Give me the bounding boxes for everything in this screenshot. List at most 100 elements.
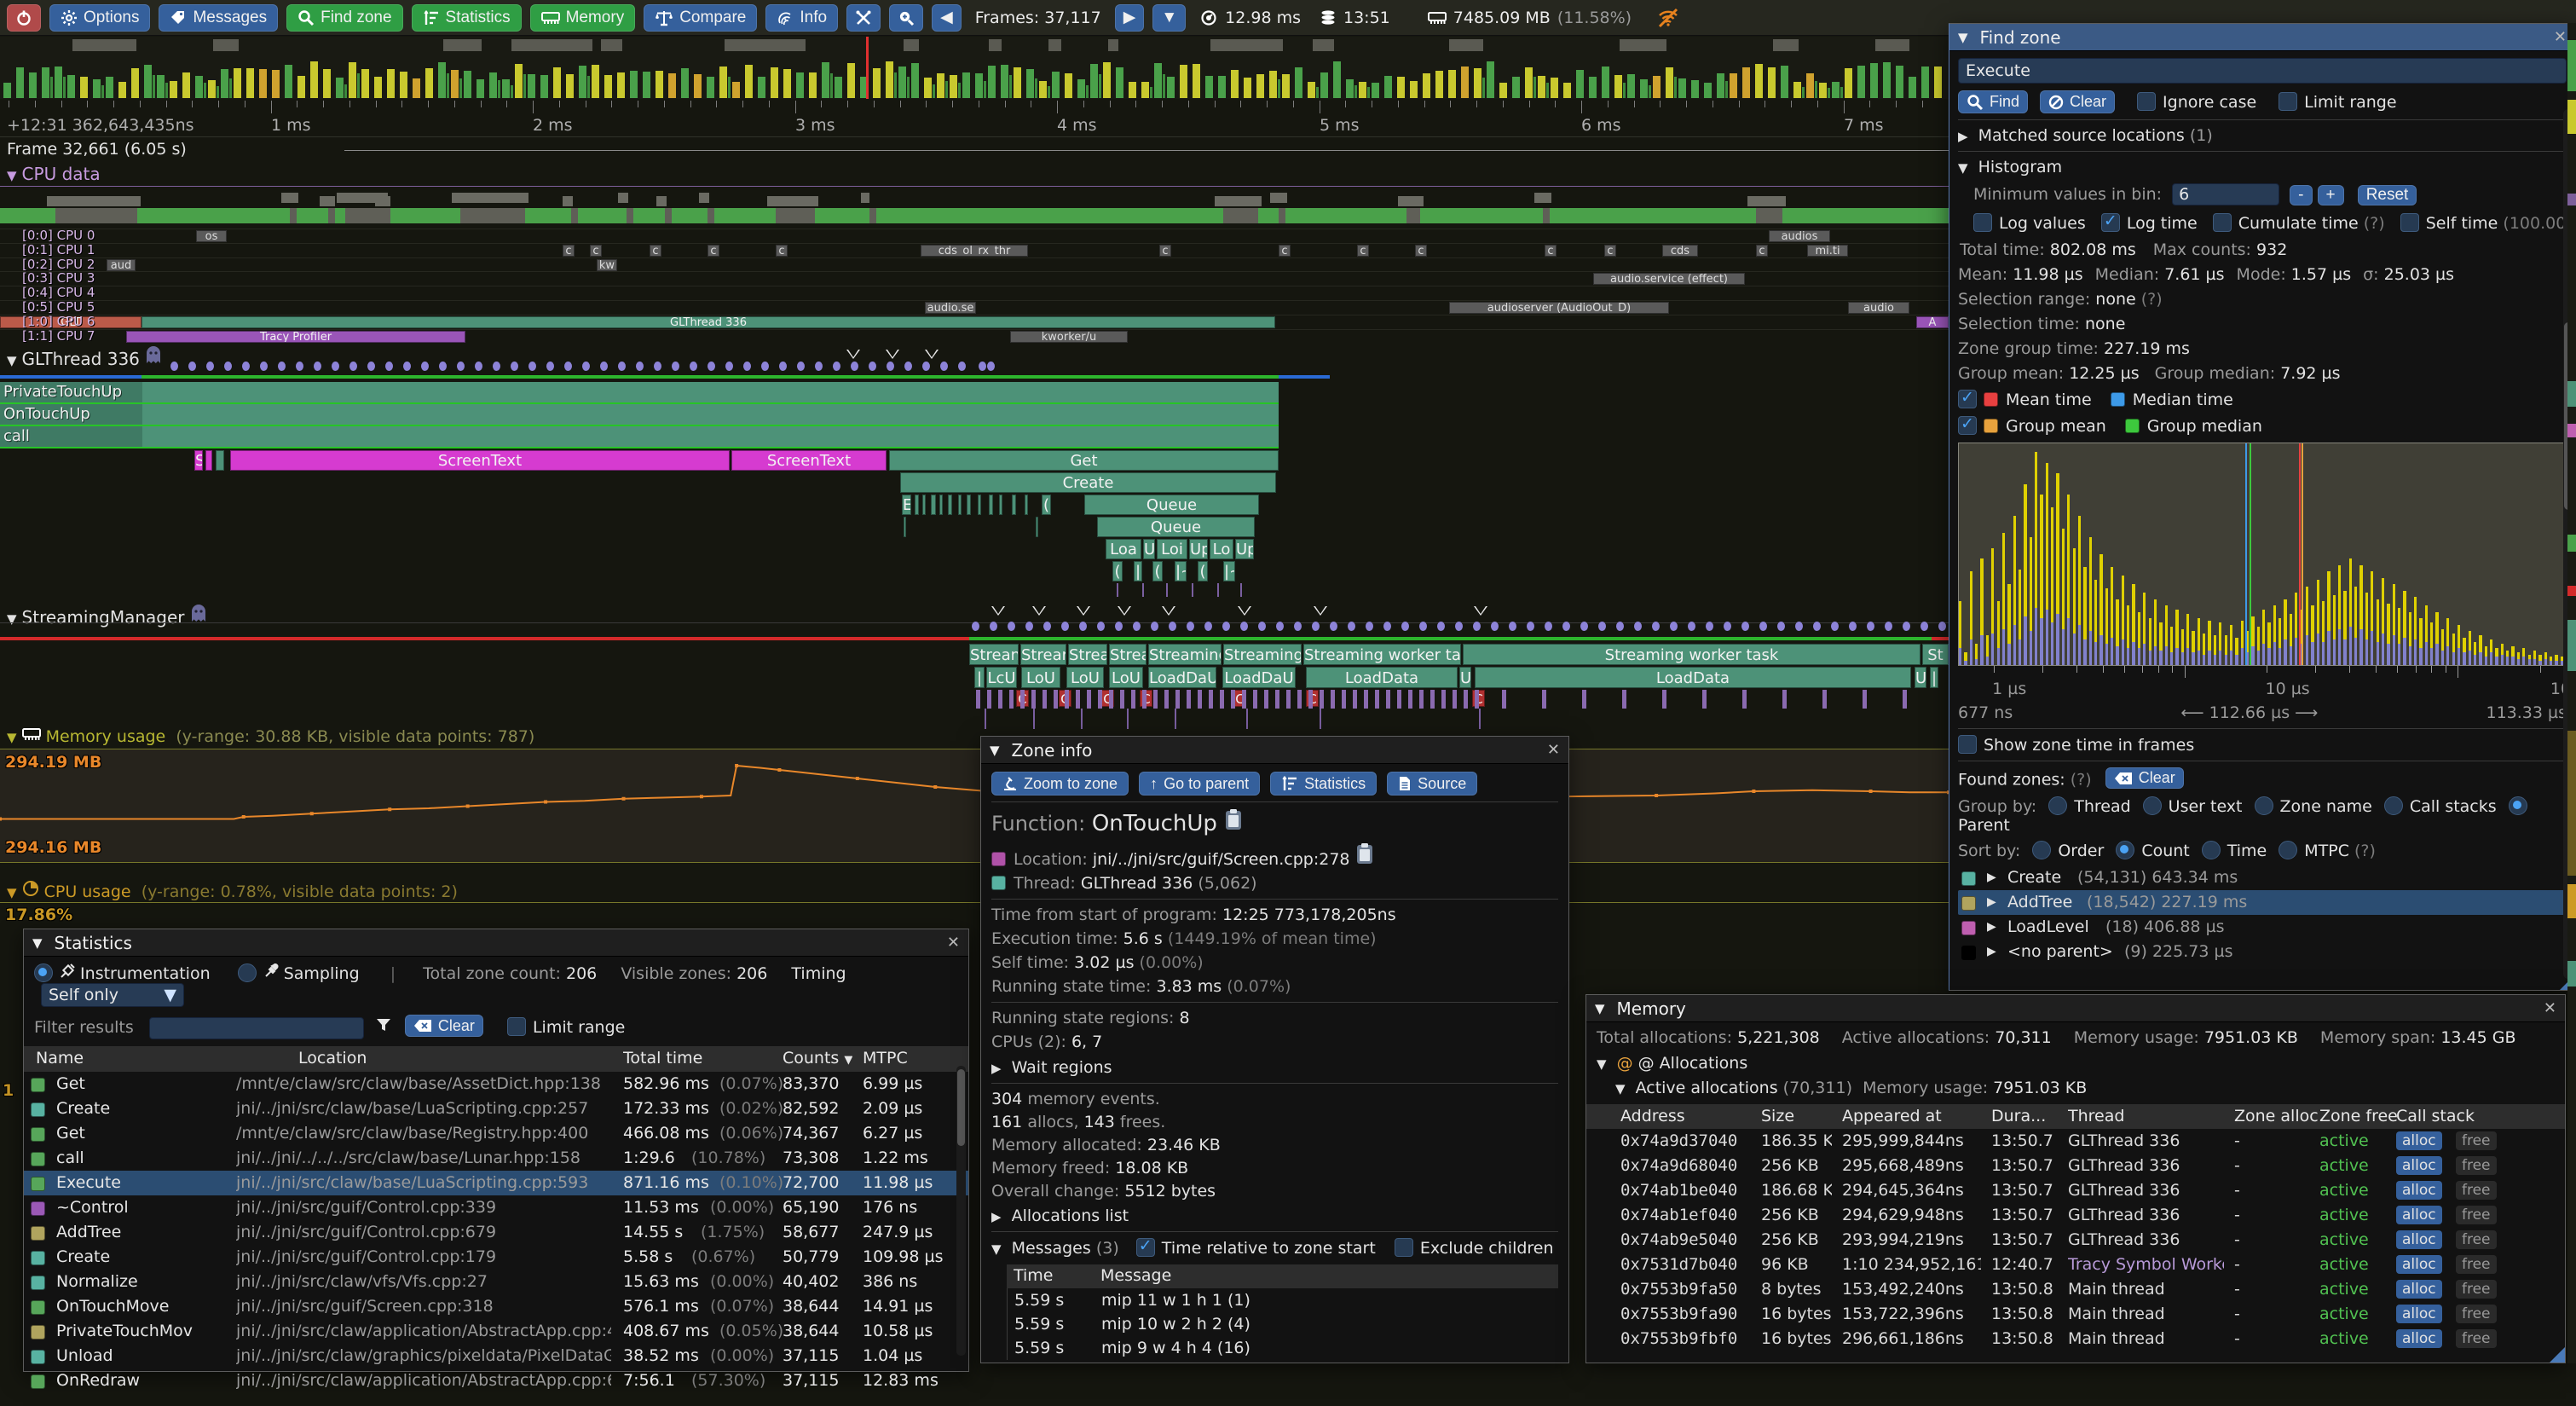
timeline-zone[interactable]: Create <box>900 472 1276 493</box>
show-zone-time-checkbox[interactable]: Show zone time in frames <box>1958 735 2567 755</box>
glthread-track[interactable]: PrivateTouchUp OnTouchUp call S ScreenTextSc… <box>0 344 1949 600</box>
cpu-zone[interactable]: c <box>1159 244 1171 257</box>
cpu-zone[interactable]: c <box>708 244 719 257</box>
lock-zone[interactable] <box>1087 690 1091 709</box>
message-marker[interactable] <box>1162 606 1175 616</box>
alloc-callstack-button[interactable]: alloc <box>2396 1255 2442 1274</box>
memory-titlebar[interactable]: ▼ Memory ✕ <box>1586 995 2565 1022</box>
sample-dot[interactable] <box>1330 622 1337 631</box>
next-frame-button[interactable]: ▶ <box>1114 3 1145 32</box>
found-zone-group[interactable]: ▶ LoadLevel (18) 406.88 µs <box>1958 915 2567 940</box>
allocation-row[interactable]: 0x7553b9fbf0 16 bytes 296,661,186ns 13:50.8… <box>1586 1327 2565 1351</box>
sample-dot[interactable] <box>1187 622 1194 631</box>
lock-zone[interactable] <box>1475 690 1479 709</box>
timeline-zone[interactable]: Queue <box>1097 517 1255 537</box>
legend-item-group-median[interactable]: Group median <box>2124 417 2262 436</box>
free-callstack-button[interactable]: free <box>2456 1329 2497 1348</box>
sample-dot[interactable] <box>797 362 805 371</box>
sample-dot[interactable] <box>1115 622 1123 631</box>
cpu-zone[interactable]: c <box>1604 244 1616 257</box>
sample-dot[interactable] <box>1294 622 1302 631</box>
table-row[interactable]: PrivateTouchMove jni/../jni/src/claw/appl… <box>24 1319 968 1344</box>
histogram-expander[interactable]: ▼ Histogram <box>1958 158 2063 176</box>
table-row[interactable]: call jni/../jni/../../../src/claw/base/Lu… <box>24 1146 968 1171</box>
lock-zone[interactable] <box>1209 690 1213 709</box>
sample-dot[interactable] <box>1348 622 1355 631</box>
sample-dot[interactable] <box>990 622 997 631</box>
time-relative-checkbox[interactable]: Time relative to zone start <box>1135 1236 1376 1258</box>
lock-zone[interactable] <box>1702 690 1707 709</box>
sample-dot[interactable] <box>1777 622 1785 631</box>
lock-zone[interactable] <box>1142 690 1146 709</box>
sample-dot[interactable] <box>618 362 626 371</box>
info-button[interactable]: Info <box>765 3 839 32</box>
lock-zone[interactable] <box>1297 690 1302 709</box>
ignore-case-checkbox[interactable]: Ignore case <box>2137 92 2256 112</box>
memory-col-6[interactable]: Zone free <box>2319 1107 2398 1125</box>
lock-zone[interactable] <box>1242 690 1246 709</box>
lock-zone[interactable] <box>1782 690 1787 709</box>
lock-zone[interactable] <box>1582 690 1586 709</box>
cpu-zone[interactable]: aud <box>107 258 136 271</box>
timeline-zone[interactable]: LcU <box>986 667 1017 688</box>
cpu-zone[interactable]: cds <box>1662 244 1698 257</box>
lock-zone[interactable] <box>1275 690 1279 709</box>
sample-dot[interactable] <box>457 362 465 371</box>
cpu-zone[interactable]: kw <box>597 258 617 271</box>
sample-dot[interactable] <box>1169 622 1176 631</box>
sample-dot[interactable] <box>1473 622 1481 631</box>
groupby-call-stacks[interactable]: Call stacks <box>2383 796 2497 816</box>
find-zone-button[interactable]: Find zone <box>286 3 403 32</box>
table-row[interactable]: Create jni/../jni/src/guif/Control.cpp:17… <box>24 1245 968 1270</box>
timeline-zone[interactable] <box>1036 517 1038 537</box>
expand-caret-icon[interactable]: ▶ <box>1987 919 1996 934</box>
lock-zone[interactable] <box>1043 690 1047 709</box>
message-marker[interactable] <box>886 350 899 359</box>
timeline-zone[interactable] <box>958 495 962 515</box>
sample-dot[interactable] <box>1455 622 1463 631</box>
timeline-zone[interactable]: Streaming worker tas <box>1303 644 1461 665</box>
memory-table-header[interactable]: Address Size Appeared at Dura... Thread Zone … <box>1586 1104 2565 1129</box>
sample-dot[interactable] <box>1312 622 1320 631</box>
timeline-zone[interactable]: |~ <box>1223 561 1235 581</box>
sample-dot[interactable] <box>314 362 321 371</box>
timeline-zone[interactable]: LoU <box>1109 667 1143 688</box>
sample-dot[interactable] <box>1366 622 1373 631</box>
message-marker[interactable] <box>1314 606 1327 616</box>
lock-zone[interactable] <box>1386 690 1390 709</box>
memory-table[interactable]: 0x74a9d37040 186.35 KB 295,999,844ns 13:50.… <box>1586 1129 2565 1359</box>
sampling-radio[interactable]: Sampling <box>237 963 360 983</box>
sample-dot[interactable] <box>260 362 268 371</box>
sample-dot[interactable] <box>1598 622 1606 631</box>
lock-zone[interactable] <box>976 690 980 709</box>
allocations-list-expander[interactable]: ▶ Allocations list <box>991 1206 1129 1225</box>
timeline-zone[interactable]: LoadData <box>1475 667 1911 688</box>
timeline-zone[interactable]: Strea <box>1109 644 1146 665</box>
statistics-table-header[interactable]: Name Location Total time Counts ▼ MTPC <box>24 1045 968 1072</box>
timeline-zone[interactable]: Streaming worker task <box>1463 644 1920 665</box>
cpu-zone[interactable]: cds_ol_rx_thr <box>921 244 1028 257</box>
legend-item-group-mean[interactable]: Group mean <box>1958 414 2106 436</box>
cpu-zone[interactable]: GLThread 336 <box>142 315 1275 328</box>
timeline-zone[interactable]: ScreenText <box>731 450 887 471</box>
message-row[interactable]: 5.59 s mip 11 w 1 h 1 (1) <box>1007 1288 1558 1312</box>
free-callstack-button[interactable]: free <box>2456 1255 2497 1274</box>
timeline-zone[interactable]: Loi <box>1157 539 1187 559</box>
alloc-callstack-button[interactable]: alloc <box>2396 1206 2442 1224</box>
sample-dot[interactable] <box>1437 622 1445 631</box>
close-icon[interactable]: ✕ <box>1546 741 1560 759</box>
sortby-order[interactable]: Order <box>2032 840 2104 860</box>
legend-item-median-time[interactable]: Median time <box>2110 391 2233 409</box>
timeline-zone[interactable] <box>989 495 993 515</box>
find-button[interactable]: Find <box>1958 90 2029 113</box>
time-ruler[interactable]: +12:31 362,643,435ns 1 ms 2 ms 3 ms 4 ms 5 m… <box>0 101 2576 137</box>
timeline-zone[interactable] <box>948 495 952 515</box>
parent-zone[interactable] <box>0 382 142 402</box>
free-callstack-button[interactable]: free <box>2456 1305 2497 1323</box>
timeline-zone[interactable]: Get <box>889 450 1279 471</box>
cpu-zone[interactable]: audio.service (effect) <box>1593 273 1745 286</box>
timeline-zone[interactable]: U <box>1143 539 1155 559</box>
sample-dot[interactable] <box>1222 622 1230 631</box>
sample-dot[interactable] <box>851 362 858 371</box>
lock-zone[interactable] <box>1408 690 1412 709</box>
